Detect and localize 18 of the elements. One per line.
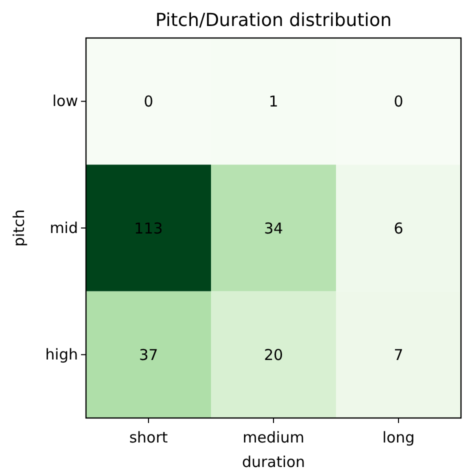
chart-title: Pitch/Duration distribution [155, 10, 392, 31]
x-tick-label: long [382, 428, 415, 446]
data-label: 113 [134, 219, 163, 238]
data-label: 7 [394, 346, 404, 364]
y-axis-title: pitch [10, 209, 28, 247]
data-label: 0 [394, 92, 404, 111]
x-tick-label: short [129, 428, 168, 446]
data-label: 20 [264, 346, 284, 364]
x-tick-label: medium [242, 428, 304, 446]
y-tick-label: low [52, 92, 78, 110]
x-axis-title: duration [242, 453, 306, 470]
y-tick-label: mid [50, 218, 78, 237]
data-label: 6 [394, 219, 404, 238]
y-tick-label: high [45, 345, 78, 364]
data-label: 1 [268, 92, 278, 111]
data-label: 0 [144, 92, 154, 111]
data-label: 34 [264, 219, 284, 238]
data-label: 37 [138, 346, 158, 364]
